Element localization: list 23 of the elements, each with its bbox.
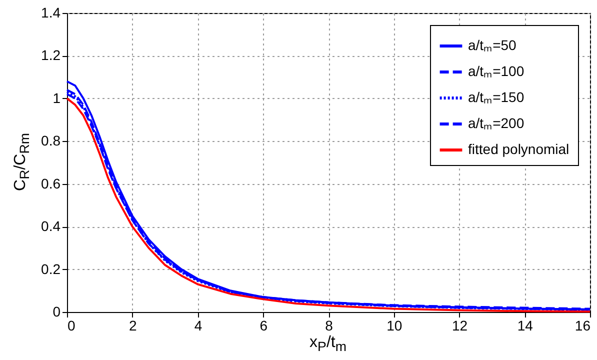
x-tick-label: 12	[452, 318, 468, 334]
x-tick-label: 0	[68, 318, 76, 334]
x-tick-label: 14	[517, 318, 534, 334]
x-tick-label: 4	[194, 318, 202, 334]
y-tick-label: 0.6	[41, 175, 61, 192]
legend-label: a/tₘ=200	[468, 115, 524, 131]
x-tick-label: 6	[260, 318, 268, 334]
legend-label: a/tₘ=50	[468, 37, 517, 53]
legend-label: a/tₘ=150	[468, 89, 524, 105]
y-tick-label: 0.4	[41, 218, 61, 234]
y-tick-label: 1.2	[41, 47, 61, 64]
x-axis-title: x$_{P}$/t$_{m}$	[308, 334, 348, 354]
legend-label: a/tₘ=100	[468, 63, 524, 79]
x-tick-label: 16	[574, 318, 591, 334]
y-tick-label: 1	[52, 90, 61, 106]
legend-label: fitted polynomial	[468, 141, 570, 157]
x-tick-label: 8	[325, 318, 334, 334]
y-tick-label: 1.4	[41, 4, 61, 20]
y-tick-label: 0.2	[41, 260, 61, 277]
y-tick-label: 0.8	[41, 132, 61, 149]
y-tick-label: 0	[52, 304, 61, 320]
x-tick-label: 10	[386, 318, 402, 334]
x-tick-label: 2	[128, 318, 137, 334]
